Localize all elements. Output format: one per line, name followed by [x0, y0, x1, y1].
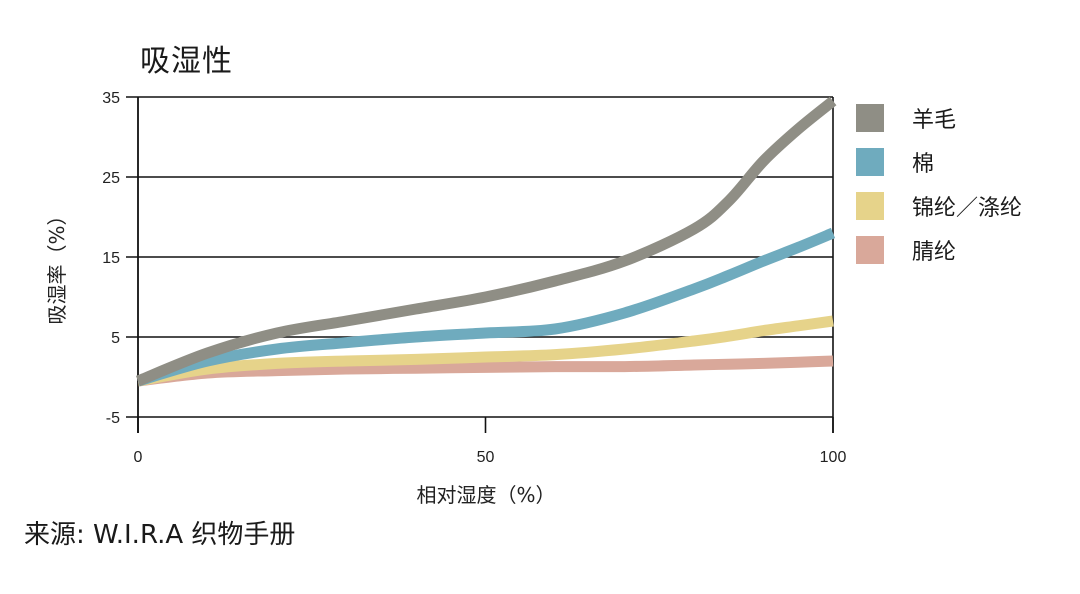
y-tick-label: 5 — [111, 330, 120, 347]
series-line-wool — [135, 96, 837, 387]
legend-item-acrylic: 腈纶 — [856, 228, 1022, 272]
legend-label-acrylic: 腈纶 — [912, 240, 957, 265]
legend-item-wool: 羊毛 — [856, 96, 1022, 140]
series-lines — [135, 96, 837, 387]
source-note: 来源: W.I.R.A 织物手册 — [24, 520, 296, 550]
legend-item-nylon-polyester: 锦纶／涤纶 — [856, 184, 1022, 228]
legend-label-cotton: 棉 — [912, 152, 935, 177]
legend-label-nylon-polyester: 锦纶／涤纶 — [912, 196, 1023, 221]
tick-labels: 35 25 15 5 -5 0 50 100 相对湿度（%） 吸湿率（%） — [45, 90, 846, 507]
chart-title: 吸湿性 — [140, 44, 233, 79]
series-line-nylon-polyester — [137, 315, 834, 387]
legend-swatch-nylon-polyester — [856, 192, 884, 220]
legend-swatch-wool — [856, 104, 884, 132]
legend-swatch-acrylic — [856, 236, 884, 264]
x-axis-title: 相对湿度（%） — [416, 483, 555, 507]
series-line-acrylic — [137, 355, 834, 387]
legend-item-cotton: 棉 — [856, 140, 1022, 184]
axes — [137, 97, 834, 433]
y-tick-label: 25 — [102, 170, 120, 187]
series-line-cotton — [136, 227, 836, 387]
y-tick-label: 15 — [102, 250, 120, 267]
x-tick-label: 100 — [820, 449, 847, 466]
legend-swatch-cotton — [856, 148, 884, 176]
y-axis-title: 吸湿率（%） — [45, 205, 69, 324]
y-tick-label: -5 — [106, 410, 120, 427]
x-tick-label: 0 — [134, 449, 143, 466]
legend-label-wool: 羊毛 — [912, 108, 957, 133]
y-tick-label: 35 — [102, 90, 120, 107]
x-tick-label: 50 — [477, 449, 495, 466]
legend: 羊毛 棉 锦纶／涤纶 腈纶 — [856, 96, 1022, 272]
